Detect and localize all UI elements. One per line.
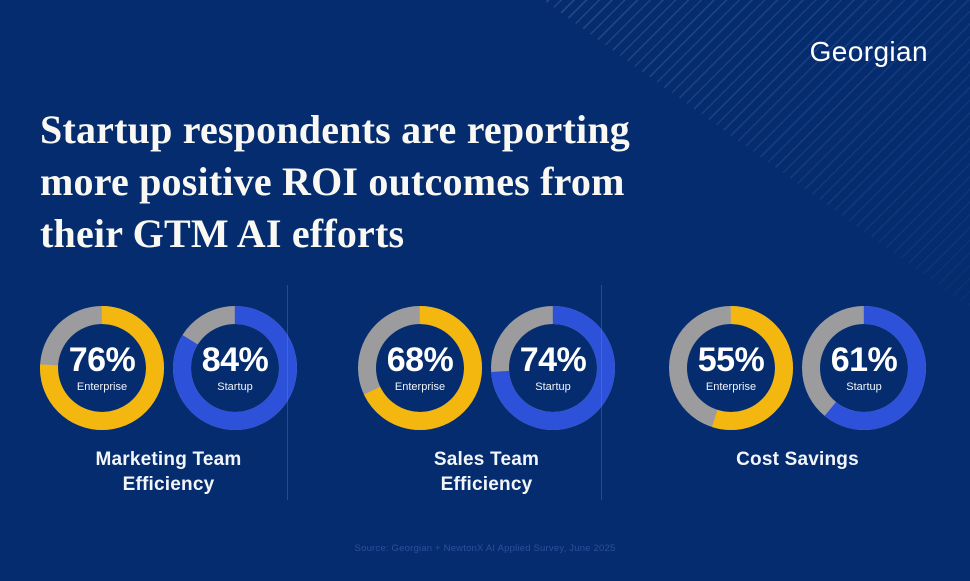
- group-label-line: Cost Savings: [736, 449, 859, 470]
- donut-center-text: 61% Startup: [820, 324, 908, 412]
- group-label-line: Efficiency: [122, 474, 215, 495]
- donut-value-label: 55%: [697, 341, 765, 379]
- donut-value-arc: [802, 306, 926, 430]
- donut-sales-enterprise: 68% Enterprise: [358, 306, 482, 430]
- donut-value-label: 74%: [519, 341, 587, 379]
- vertical-divider: [601, 285, 602, 500]
- donut-center-text: 76% Enterprise: [58, 324, 146, 412]
- donut-value-label: 76%: [68, 341, 136, 379]
- georgian-logo: Georgian: [809, 36, 928, 67]
- chart-group-cost-savings: 55% Enterprise 61% Startup Cost Sa: [669, 306, 926, 472]
- donut-value-label: 84%: [201, 341, 269, 379]
- chart-group-label: Sales Team Efficiency: [358, 447, 615, 497]
- donut-value-arc: [491, 306, 615, 430]
- chart-group-sales-team-efficiency: 68% Enterprise 74% Startup Sales T: [358, 306, 615, 497]
- donut-pair: 68% Enterprise 74% Startup: [358, 306, 615, 430]
- donut-cost-enterprise: 55% Enterprise: [669, 306, 793, 430]
- donut-value-arc: [669, 306, 793, 430]
- title-line-2: more positive ROI outcomes from: [40, 159, 625, 204]
- donut-chart-row: 76% Enterprise 84% Startup Marketi: [0, 285, 970, 506]
- group-label-line: Efficiency: [440, 474, 533, 495]
- donut-value-arc: [173, 306, 297, 430]
- donut-value-arc: [40, 306, 164, 430]
- donut-ring-svg: [173, 306, 297, 430]
- group-label-line: Sales Team: [433, 449, 540, 470]
- chart-group-label: Cost Savings: [669, 447, 926, 472]
- donut-ring-svg: [491, 306, 615, 430]
- donut-center-text: 84% Startup: [191, 324, 279, 412]
- donut-marketing-enterprise: 76% Enterprise: [40, 306, 164, 430]
- donut-marketing-startup: 84% Startup: [173, 306, 297, 430]
- donut-center-text: 74% Startup: [509, 324, 597, 412]
- donut-ring-svg: [669, 306, 793, 430]
- donut-value-label: 61%: [830, 341, 898, 379]
- donut-cost-startup: 61% Startup: [802, 306, 926, 430]
- donut-segment-label: Startup: [217, 381, 253, 393]
- donut-value-arc: [358, 306, 482, 430]
- donut-sales-startup: 74% Startup: [491, 306, 615, 430]
- donut-segment-label: Enterprise: [394, 381, 446, 393]
- donut-segment-label: Enterprise: [76, 381, 128, 393]
- source-attribution: Source: Georgian + NewtonX AI Applied Su…: [354, 543, 616, 554]
- chart-group-marketing-team-efficiency: 76% Enterprise 84% Startup Marketi: [40, 306, 297, 497]
- donut-center-text: 55% Enterprise: [687, 324, 775, 412]
- donut-pair: 76% Enterprise 84% Startup: [40, 306, 297, 430]
- title-line-1: Startup respondents are reporting: [40, 107, 630, 152]
- chart-group-label: Marketing Team Efficiency: [40, 447, 297, 497]
- donut-pair: 55% Enterprise 61% Startup: [669, 306, 926, 430]
- donut-segment-label: Startup: [846, 381, 882, 393]
- donut-segment-label: Startup: [535, 381, 571, 393]
- donut-ring-svg: [358, 306, 482, 430]
- group-label-line: Marketing Team: [95, 449, 242, 470]
- donut-segment-label: Enterprise: [705, 381, 757, 393]
- donut-ring-svg: [40, 306, 164, 430]
- donut-ring-svg: [802, 306, 926, 430]
- donut-value-label: 68%: [386, 341, 454, 379]
- donut-center-text: 68% Enterprise: [376, 324, 464, 412]
- vertical-divider: [287, 285, 288, 500]
- page-title: Startup respondents are reporting more p…: [40, 104, 780, 260]
- title-line-3: their GTM AI efforts: [40, 211, 405, 256]
